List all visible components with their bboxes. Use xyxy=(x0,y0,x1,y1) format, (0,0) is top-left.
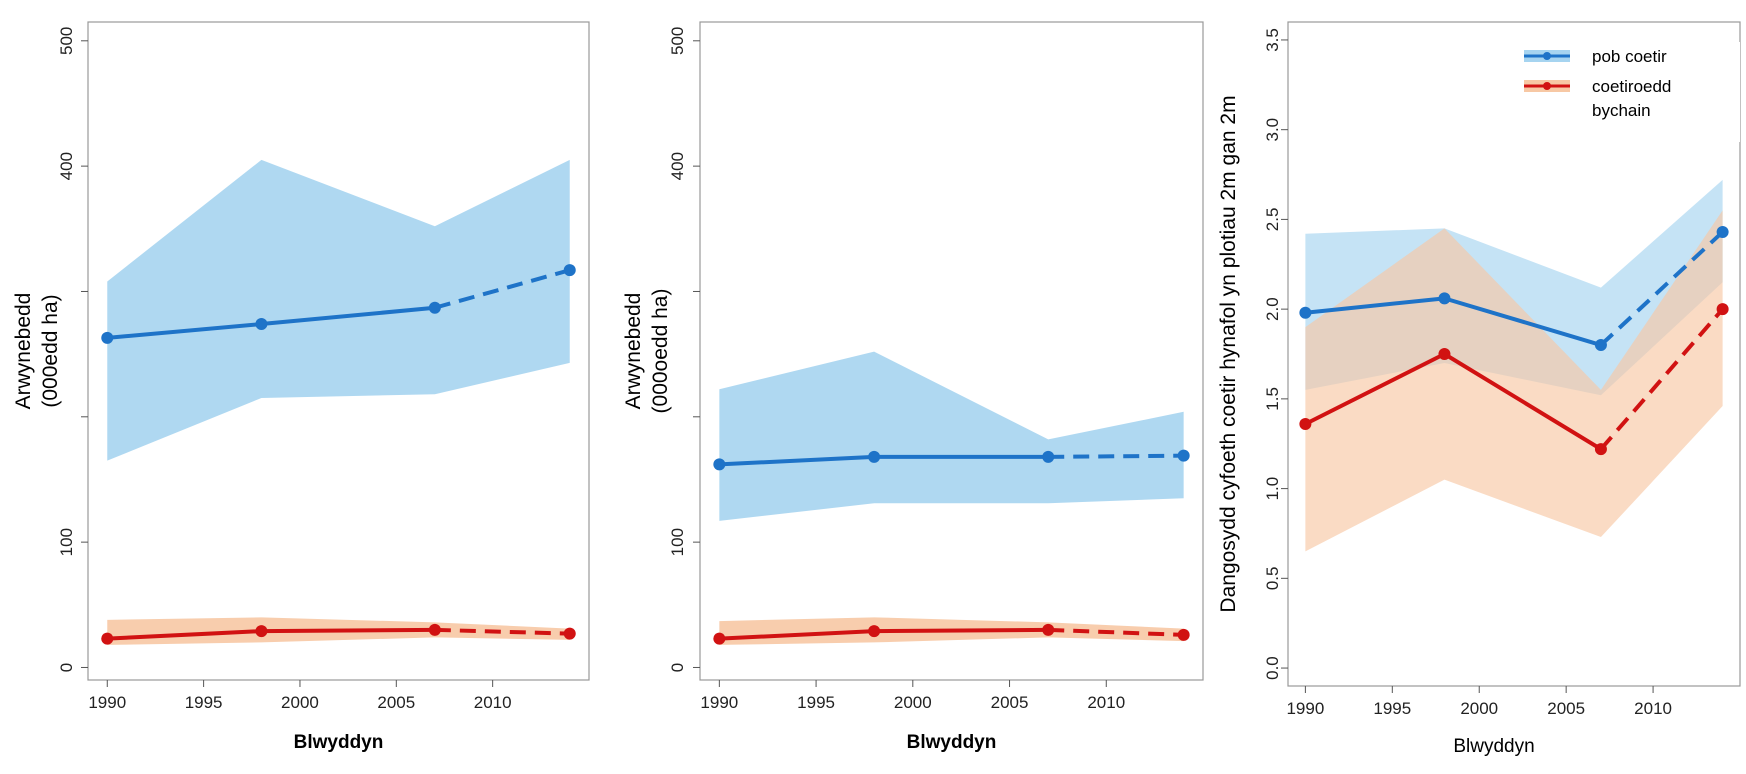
data-point-red xyxy=(428,623,441,636)
legend-label: bychain xyxy=(1592,101,1651,120)
series-line-segment-red xyxy=(874,627,1049,634)
confidence-band-blue xyxy=(107,159,570,461)
y-tick-label: 1.5 xyxy=(1263,387,1282,411)
y-tick-label: 500 xyxy=(668,27,687,55)
x-tick-label: 1990 xyxy=(88,693,126,712)
data-point-blue xyxy=(563,264,576,277)
series-line-segment-red xyxy=(1048,627,1184,637)
x-tick-label: 2000 xyxy=(1460,699,1498,718)
y-axis-label: (000edd ha) xyxy=(39,294,62,407)
data-point-blue xyxy=(101,331,114,344)
series-line-segment-blue xyxy=(1305,296,1445,315)
x-axis-label: Blwyddyn xyxy=(294,732,384,753)
y-axis-label: Arwynebedd xyxy=(622,293,645,410)
legend-point-swatch xyxy=(1543,82,1551,90)
x-tick-label: 2000 xyxy=(281,693,319,712)
data-point-blue xyxy=(1716,225,1729,238)
data-point-red xyxy=(1177,628,1190,641)
legend-symbol-red xyxy=(1524,80,1570,92)
series-line-segment-blue xyxy=(719,454,875,467)
x-tick-label: 1995 xyxy=(185,693,223,712)
plot-frame xyxy=(87,21,590,681)
chart-panel-area-small-woodland: 1990 1995 2000 2005 2010 0 100 400 500 Arwynebedd… xyxy=(622,21,1204,753)
data-point-red xyxy=(1299,417,1312,430)
y-axis-label: Arwynebedd xyxy=(12,293,35,410)
y-tick-label: 3.5 xyxy=(1263,28,1282,52)
y-tick-label: 3.0 xyxy=(1263,118,1282,142)
series-line-segment-red xyxy=(1304,352,1446,426)
x-tick-label: 2005 xyxy=(991,693,1029,712)
data-point-red xyxy=(713,632,726,645)
y-tick-label: 100 xyxy=(57,528,76,556)
data-point-red xyxy=(868,625,881,638)
data-point-blue xyxy=(1438,292,1451,305)
y-tick-label: 100 xyxy=(668,528,687,556)
y-tick-label: 0 xyxy=(57,663,76,672)
confidence-band-blue xyxy=(719,351,1184,521)
x-tick-label: 2010 xyxy=(474,693,512,712)
data-point-red xyxy=(1438,348,1451,360)
confidence-band-red xyxy=(1305,210,1723,552)
series-line-segment-red xyxy=(107,629,262,641)
chart-panel-area-all-woodland: 1990 1995 2000 2005 2010 0 100 400 500 Arwynebedd… xyxy=(12,21,590,753)
y-tick-label: 2.5 xyxy=(1263,208,1282,232)
y-tick-label: 2.0 xyxy=(1263,297,1282,321)
x-axis-label: Blwyddyn xyxy=(907,732,997,753)
x-tick-label: 1995 xyxy=(797,693,835,712)
x-tick-label: 1990 xyxy=(700,693,738,712)
data-point-red xyxy=(1594,443,1607,456)
series-line-segment-red xyxy=(1599,307,1725,451)
y-tick-label: 1.0 xyxy=(1263,477,1282,501)
data-point-red xyxy=(101,632,114,645)
data-point-red xyxy=(1042,623,1055,636)
x-tick-label: 2000 xyxy=(894,693,932,712)
y-tick-label: 0.5 xyxy=(1263,567,1282,591)
series-line-segment-blue xyxy=(1599,230,1724,347)
data-point-blue xyxy=(1042,450,1055,463)
series-line-segment-blue xyxy=(261,305,436,327)
chart-panel-richness-indicator: 1990 1995 2000 2005 2010 0.0 0.5 1.0 1.5 2.0 2.5 3.… xyxy=(1217,21,1741,757)
data-point-red xyxy=(563,627,576,640)
x-tick-label: 2005 xyxy=(377,693,415,712)
legend-symbol-blue xyxy=(1524,50,1570,62)
legend-label: coetiroedd xyxy=(1592,77,1671,96)
x-tick-label: 2005 xyxy=(1547,699,1585,718)
series-line-segment-red xyxy=(434,627,570,636)
series-line-segment-red xyxy=(261,627,435,634)
legend-point-swatch xyxy=(1543,52,1551,60)
x-axis-label: Blwyddyn xyxy=(1453,736,1534,757)
series-line-segment-blue xyxy=(107,322,262,340)
data-point-blue xyxy=(428,301,441,314)
data-point-blue xyxy=(713,458,726,471)
data-point-blue xyxy=(868,450,881,463)
legend: pob coetir coetiroedd bychain xyxy=(1524,42,1740,142)
series-line-segment-red xyxy=(719,629,875,641)
legend-label: pob coetir xyxy=(1592,47,1667,66)
x-tick-label: 2010 xyxy=(1087,693,1125,712)
y-axis-label: Dangosydd cyfoeth coetir hynafol yn plot… xyxy=(1217,95,1240,612)
y-axis-label: (000oedd ha) xyxy=(649,289,672,414)
data-point-blue xyxy=(1594,339,1607,352)
plot-frame xyxy=(1287,21,1741,687)
y-tick-label: 0.0 xyxy=(1263,656,1282,680)
data-point-red xyxy=(1716,303,1729,316)
data-point-red xyxy=(255,625,268,638)
y-tick-label: 400 xyxy=(57,152,76,180)
data-point-blue xyxy=(1299,306,1312,319)
series-line-segment-blue xyxy=(1048,453,1184,459)
x-tick-label: 1995 xyxy=(1373,699,1411,718)
y-tick-label: 400 xyxy=(668,152,687,180)
plot-frame xyxy=(699,21,1204,681)
x-tick-label: 2010 xyxy=(1634,699,1672,718)
series-line-segment-red xyxy=(1443,352,1602,451)
data-point-blue xyxy=(255,318,268,331)
data-point-blue xyxy=(1177,449,1190,462)
x-tick-label: 1990 xyxy=(1286,699,1324,718)
series-line-segment-blue xyxy=(1443,296,1602,347)
y-tick-label: 0 xyxy=(668,663,687,672)
y-tick-label: 500 xyxy=(57,27,76,55)
